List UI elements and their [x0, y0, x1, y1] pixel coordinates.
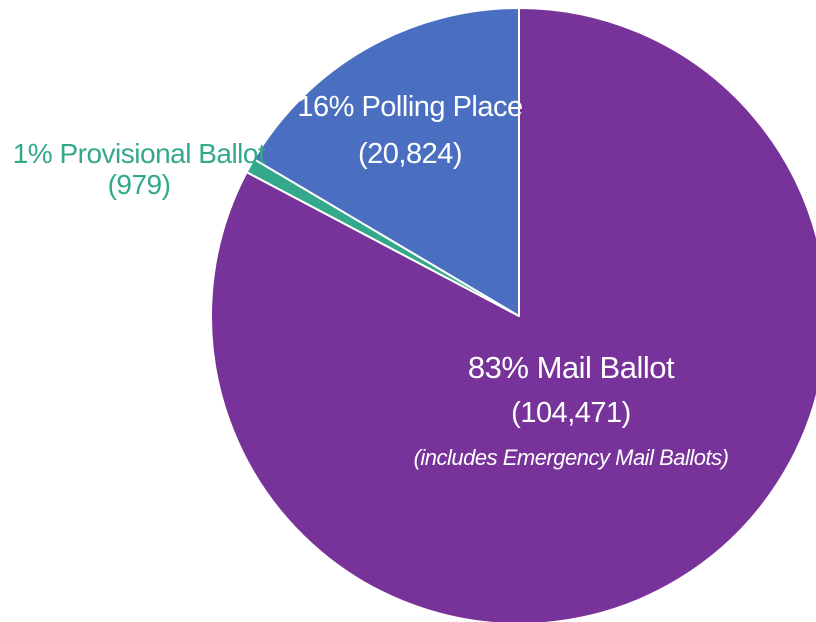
slice-value-provisional-ballot: (979): [108, 169, 171, 200]
slice-value-mail-ballot: (104,471): [511, 397, 631, 429]
pie-slices: [210, 7, 816, 622]
slice-label-provisional-ballot: 1% Provisional Ballot: [13, 138, 266, 169]
pie-slice-polling-place: [252, 7, 520, 317]
slice-label-polling-place: 16% Polling Place: [297, 91, 522, 123]
pie-slice-mail-ballot: [210, 7, 816, 622]
slice-note-mail-ballot: (includes Emergency Mail Ballots): [414, 445, 729, 470]
slice-label-mail-ballot: 83% Mail Ballot: [468, 350, 675, 385]
slice-value-polling-place: (20,824): [358, 138, 462, 170]
